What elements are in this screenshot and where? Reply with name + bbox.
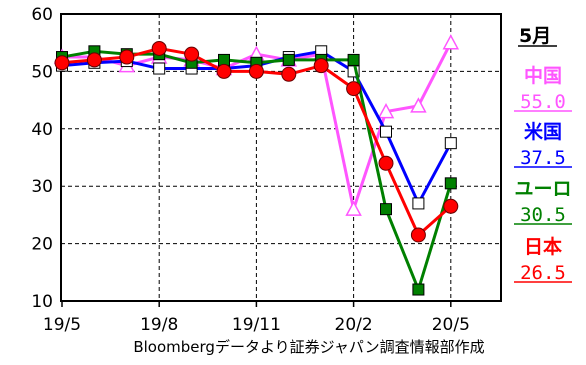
point-euro-20-2	[347, 53, 360, 66]
point-japan-19-12	[281, 66, 297, 82]
point-us-20-3	[380, 125, 392, 138]
x-tick-label-19-8: 19/8	[140, 315, 178, 335]
point-euro-20-5	[444, 177, 457, 190]
legend-value-euro: 30.5	[520, 204, 566, 226]
legend: 5月 中国 55.0 米国 37.5 ユーロ 30.5 日本 26.5	[514, 25, 572, 284]
y-tick-label-50: 50	[31, 62, 53, 82]
y-tick-label-60: 60	[31, 5, 53, 25]
point-japan-20-2	[346, 81, 362, 97]
x-tick-label-20-5: 20/5	[432, 315, 470, 335]
legend-name-japan: 日本	[524, 235, 562, 258]
point-china-20-2	[345, 200, 362, 216]
plot-area-frame	[60, 13, 502, 302]
point-china-20-3	[377, 102, 395, 119]
source-note: Bloombergデータより証券ジャパン調査情報部作成	[133, 338, 484, 356]
point-japan-19-5	[54, 55, 70, 71]
point-japan-19-6	[86, 52, 102, 68]
legend-value-us: 37.5	[520, 147, 566, 169]
x-tick-label-19-11: 19/11	[232, 315, 281, 335]
point-china-20-5	[442, 34, 460, 50]
point-japan-20-1	[313, 58, 329, 74]
x-axis-ticks: 19/5 19/8 19/11 20/2 20/5	[43, 301, 470, 335]
legend-value-china: 55.0	[520, 91, 566, 113]
point-japan-20-5	[443, 198, 459, 214]
series-layer	[53, 34, 460, 296]
point-euro-19-10	[218, 53, 230, 66]
y-tick-label-40: 40	[31, 120, 53, 140]
point-us-20-5	[444, 137, 457, 150]
point-japan-20-4	[410, 227, 426, 243]
point-euro-20-4	[412, 283, 425, 296]
legend-name-us: 米国	[524, 120, 562, 143]
y-tick-label-20: 20	[31, 235, 53, 255]
point-japan-20-3	[378, 155, 394, 171]
point-japan-19-9	[184, 46, 200, 62]
x-tick-label-19-5: 19/5	[43, 315, 81, 335]
point-japan-19-8	[151, 40, 167, 56]
point-us-20-4	[412, 197, 425, 210]
point-japan-19-10	[216, 63, 232, 79]
x-tick-label-20-2: 20/2	[335, 315, 373, 335]
point-japan-19-11	[248, 63, 264, 79]
point-china-20-4	[410, 97, 427, 113]
series-japan	[54, 40, 459, 243]
legend-value-japan: 26.5	[520, 262, 566, 284]
point-japan-19-7	[119, 49, 135, 65]
legend-name-china: 中国	[524, 64, 562, 87]
point-euro-20-3	[380, 203, 392, 216]
legend-name-euro: ユーロ	[514, 178, 571, 200]
legend-month: 5月	[519, 25, 551, 47]
point-us-19-8	[153, 62, 166, 75]
point-euro-19-12	[282, 53, 295, 66]
y-tick-label-30: 30	[31, 177, 53, 197]
y-axis-ticks: 10 20 30 40 50 60	[31, 5, 53, 312]
y-tick-label-10: 10	[31, 292, 53, 312]
